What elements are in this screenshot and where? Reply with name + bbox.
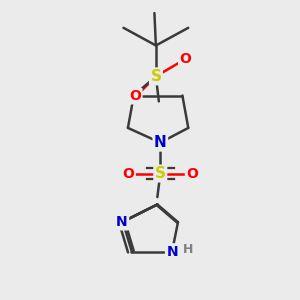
Text: S: S [155, 166, 166, 181]
Text: O: O [179, 52, 191, 66]
Text: O: O [129, 89, 141, 103]
Text: N: N [154, 135, 167, 150]
Text: O: O [186, 167, 198, 181]
Text: N: N [116, 215, 128, 229]
Text: O: O [123, 167, 134, 181]
Text: H: H [183, 243, 194, 256]
Text: N: N [166, 244, 178, 259]
Text: S: S [150, 69, 161, 84]
